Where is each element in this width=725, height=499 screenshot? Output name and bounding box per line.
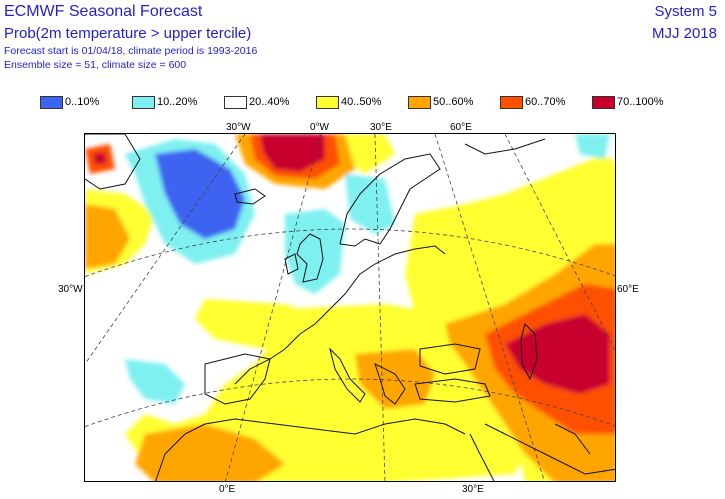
- period-label: MJJ 2018: [651, 25, 717, 42]
- legend-label: 0..10%: [65, 96, 100, 108]
- field-70-100-dot: [93, 152, 107, 164]
- field-50-60-south: [135, 424, 285, 481]
- lon-label-top-30e: 30°E: [370, 122, 392, 133]
- forecast-subtitle: Prob(2m temperature > upper tercile): [4, 25, 252, 42]
- legend-label: 60..70%: [525, 96, 566, 108]
- lon-label-top-30w: 30°W: [226, 122, 251, 133]
- system-label: System 5: [654, 3, 717, 20]
- field-10-20-greenland: [575, 134, 610, 159]
- coastlines: [85, 134, 615, 481]
- probability-field: [85, 134, 615, 481]
- legend-label: 20..40%: [249, 96, 290, 108]
- field-0-10-atlantic: [155, 149, 245, 239]
- field-10-20-north-sea: [285, 209, 345, 294]
- legend-swatch: [316, 96, 339, 109]
- lon-label-top-0w: 0°W: [310, 122, 329, 133]
- lon-label-bottom-30e: 30°E: [462, 484, 484, 495]
- legend-swatch: [40, 96, 63, 109]
- legend-swatch: [500, 96, 523, 109]
- forecast-map: [84, 133, 616, 482]
- lon-label-right-60e: 60°E: [617, 284, 639, 295]
- legend-swatch: [132, 96, 155, 109]
- lon-label-left-30w: 30°W: [58, 284, 83, 295]
- legend-label: 50..60%: [433, 96, 474, 108]
- legend-label: 40..50%: [341, 96, 382, 108]
- forecast-map-svg: [85, 134, 615, 481]
- ensemble-info: Ensemble size = 51, climate size = 600: [4, 59, 187, 71]
- field-70-100-north: [260, 134, 325, 172]
- lon-label-bottom-0e: 0°E: [219, 484, 236, 495]
- field-10-20-scandinavia: [345, 174, 395, 234]
- legend-swatch: [224, 96, 247, 109]
- field-50-60-atlantic: [85, 204, 130, 269]
- legend-swatch: [408, 96, 431, 109]
- legend-label: 70..100%: [617, 96, 664, 108]
- forecast-start-info: Forecast start is 01/04/18, climate peri…: [4, 45, 258, 57]
- field-40-50-arctic: [345, 134, 395, 174]
- forecast-title: ECMWF Seasonal Forecast: [4, 3, 203, 20]
- legend-label: 10..20%: [157, 96, 198, 108]
- field-10-20-iberia: [125, 359, 185, 404]
- lon-label-top-60e: 60°E: [450, 122, 472, 133]
- legend-swatch: [592, 96, 615, 109]
